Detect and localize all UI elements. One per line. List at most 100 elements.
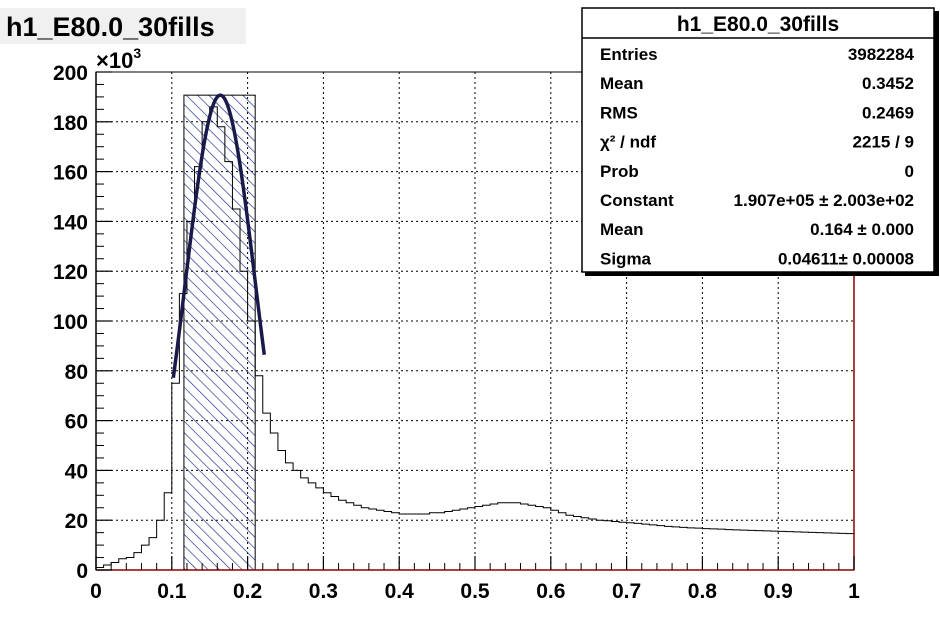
y-tick-label: 200 — [53, 62, 88, 85]
y-tick-label: 80 — [65, 361, 88, 384]
histogram-bin — [339, 500, 347, 570]
stats-box: h1_E80.0_30fills Entries 3982284 Mean 0.345… — [581, 7, 939, 276]
histogram-bin — [551, 510, 559, 570]
stats-rows: Entries 3982284 Mean 0.3452 RMS 0.2469 χ² / nd… — [600, 45, 915, 268]
histogram-bin — [619, 522, 627, 570]
histogram-bin — [755, 531, 763, 570]
histogram-bin — [702, 529, 710, 570]
histogram-bin — [164, 493, 172, 570]
histogram-bin — [642, 524, 650, 570]
histogram-series — [95, 106, 854, 570]
histogram-bin — [331, 497, 339, 570]
stats-row-label: Prob — [600, 162, 639, 181]
gaussian-fit-line — [171, 93, 267, 378]
histogram-bin — [149, 538, 157, 570]
histogram-bin — [460, 509, 468, 570]
histogram-bin — [157, 520, 165, 570]
histogram-bin — [422, 514, 430, 570]
histogram-bin — [839, 533, 847, 570]
stats-row-value: 0.164 ± 0.000 — [810, 220, 914, 239]
stats-row-value: 0 — [905, 162, 914, 181]
histogram-bin — [407, 514, 415, 570]
histogram-bin — [490, 504, 498, 570]
stats-row-label: Entries — [600, 45, 658, 64]
histogram-bin — [596, 520, 604, 570]
x-tick-label: 0 — [90, 580, 102, 603]
histogram-bin — [119, 559, 127, 570]
x-tick-label: 0.8 — [688, 580, 718, 603]
histogram-bin — [778, 531, 786, 570]
histogram-bin — [657, 526, 665, 570]
histogram-bin — [369, 509, 377, 570]
histogram-bin — [733, 530, 741, 570]
histogram-bin — [786, 532, 794, 570]
histogram-bin — [543, 508, 551, 570]
x-tick-label: 0.4 — [385, 580, 415, 603]
histogram-bin — [505, 503, 513, 570]
histogram-bin — [611, 521, 619, 570]
histogram-bin — [763, 531, 771, 570]
histogram-bin — [430, 513, 438, 570]
histogram-bin — [483, 505, 491, 570]
chart-title: h1_E80.0_30fills — [6, 12, 215, 42]
x-tick-label: 0.6 — [536, 580, 565, 603]
histogram-bin — [323, 493, 331, 570]
histogram-bin — [574, 516, 582, 570]
histogram-bin — [634, 523, 642, 570]
histogram-bin — [263, 413, 271, 570]
y-multiplier-exponent: 3 — [133, 45, 141, 61]
histogram-bin — [361, 508, 369, 570]
y-tick-label: 120 — [53, 261, 88, 284]
y-tick-labels: 0 20 40 60 80 100 120 140 160 180 200 — [53, 62, 88, 583]
histogram-bin — [665, 526, 673, 570]
stats-row-value: 0.3452 — [862, 74, 914, 93]
histogram-bin — [126, 558, 134, 570]
x-tick-label: 0.3 — [309, 580, 338, 603]
histogram-bin — [725, 530, 733, 570]
stats-box-bg — [581, 7, 935, 273]
histogram-bin — [627, 523, 635, 570]
histogram-bin — [771, 531, 779, 570]
histogram-bin — [301, 478, 309, 570]
histogram-bin — [452, 510, 460, 570]
stats-row-label: χ² / ndf — [600, 133, 656, 152]
histogram-bin — [566, 515, 574, 570]
title-box — [0, 8, 246, 44]
histogram-bin — [316, 488, 324, 570]
stats-row-value: 0.04611± 0.00008 — [778, 249, 914, 268]
histogram-bin — [718, 529, 726, 570]
histogram-bin — [589, 519, 597, 570]
y-tick-label: 180 — [53, 112, 88, 135]
stats-row-label: Constant — [600, 191, 674, 210]
histogram-bin — [809, 532, 817, 570]
stats-row-value: 1.907e+05 ± 2.003e+02 — [734, 191, 914, 210]
x-tick-label: 0.5 — [460, 580, 490, 603]
x-tick-label: 0.2 — [233, 580, 262, 603]
y-tick-label: 60 — [65, 411, 88, 434]
x-tick-label: 0.1 — [157, 580, 187, 603]
histogram-bin — [498, 503, 506, 570]
histogram-bin — [134, 553, 142, 570]
histogram-bin — [680, 527, 688, 570]
histogram-bin — [846, 534, 854, 570]
histogram-bin — [308, 483, 316, 570]
histogram-bin — [270, 433, 278, 570]
histogram-bin — [687, 528, 695, 570]
histogram-bin — [831, 533, 839, 570]
histogram-bin — [672, 527, 680, 570]
histogram-bin — [695, 528, 703, 570]
y-tick-label: 100 — [53, 311, 88, 334]
stats-row-label: Sigma — [600, 249, 652, 268]
histogram-bin — [710, 529, 718, 570]
histogram-bin — [255, 376, 263, 570]
stats-row-label: Mean — [600, 74, 643, 93]
x-tick-label: 0.7 — [612, 580, 641, 603]
histogram-bin — [536, 507, 544, 570]
histogram-bin — [172, 383, 180, 570]
histogram-bin — [558, 513, 566, 570]
histogram-bin — [816, 533, 824, 570]
histogram-bin — [604, 521, 612, 570]
stats-row-value: 0.2469 — [862, 103, 914, 122]
